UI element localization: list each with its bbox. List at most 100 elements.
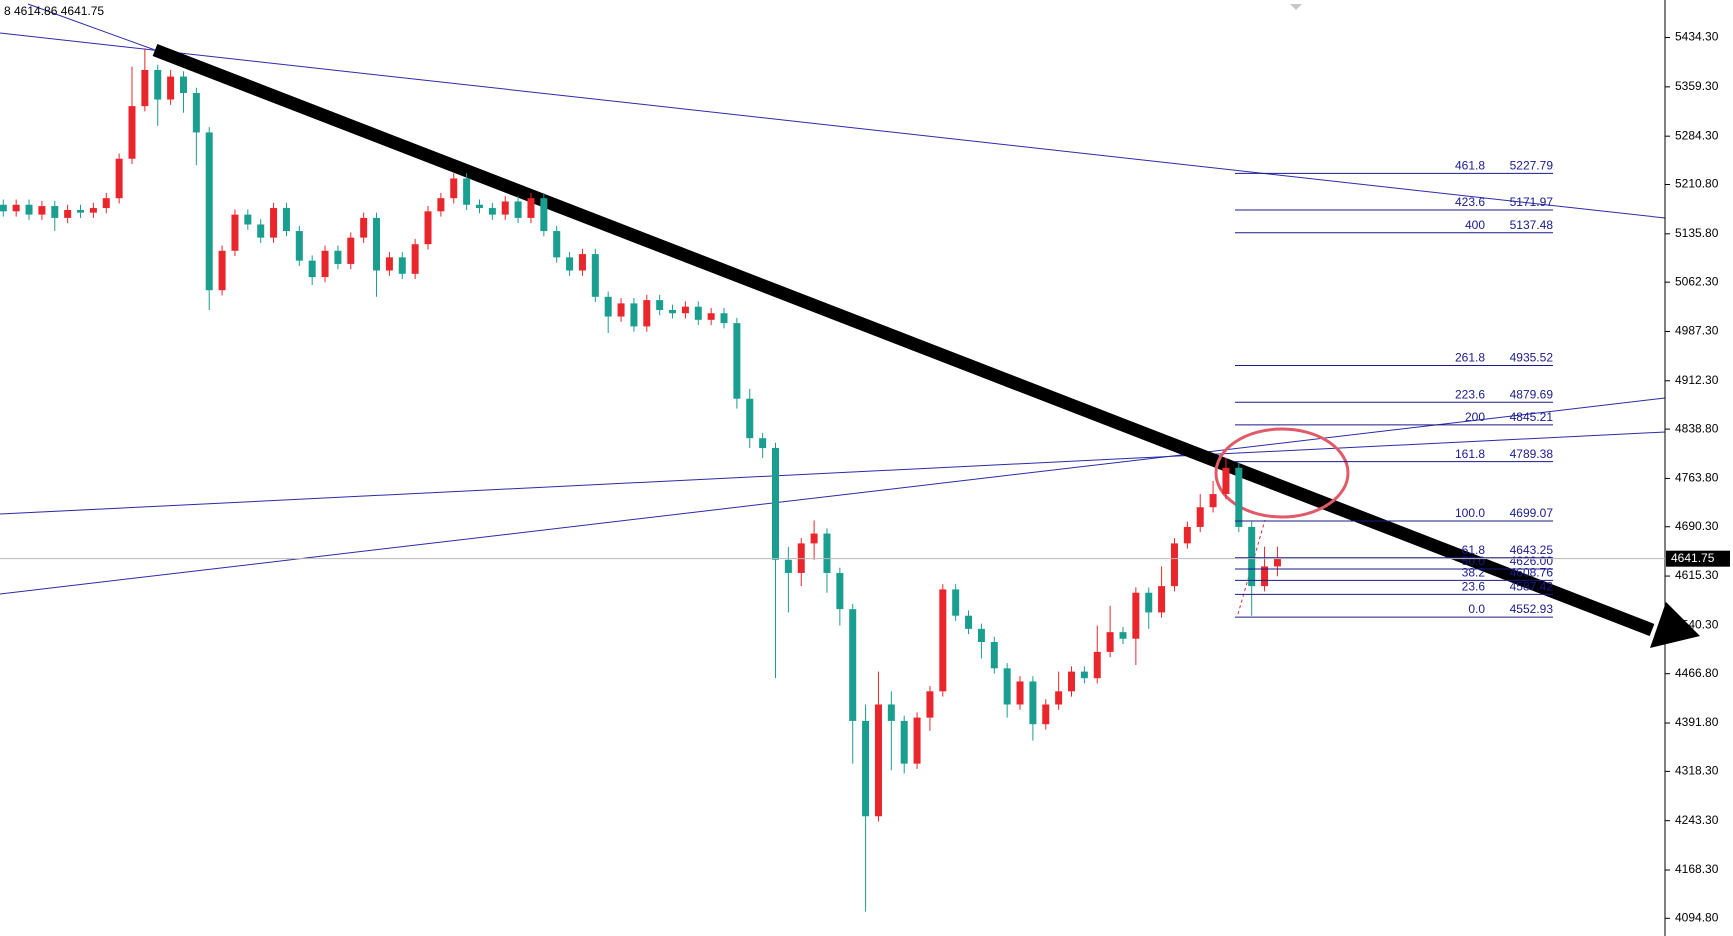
y-tick-label: 4540.30	[1675, 618, 1719, 632]
fibonacci: 461.8 5227.79 423.6 5171.97 400 5137.48 261.8 4…	[1235, 159, 1553, 618]
candle-body	[192, 92, 200, 133]
candle-body	[411, 244, 419, 274]
y-tick-label: 5434.30	[1675, 30, 1719, 44]
candle-body	[51, 206, 59, 218]
candle-body	[295, 231, 303, 261]
candle-body	[1209, 494, 1217, 508]
candle-body	[128, 106, 136, 159]
candle-body	[656, 300, 664, 310]
y-tick-label: 5135.80	[1675, 226, 1719, 240]
candle-body	[720, 313, 728, 324]
info-line: 8 4614.86 4641.75	[4, 4, 104, 18]
candle-body	[437, 198, 445, 212]
fib-price: 4789.38	[1510, 447, 1554, 461]
fib-price: 4879.69	[1510, 387, 1554, 401]
candle-body	[1119, 632, 1127, 639]
arrow-head	[1650, 602, 1700, 648]
candle-body	[360, 217, 368, 238]
candle-body	[450, 178, 458, 199]
fib-price: 4552.93	[1510, 602, 1554, 616]
candle-body	[1080, 671, 1088, 679]
candle-body	[1042, 704, 1050, 725]
candle-body	[1261, 566, 1269, 587]
candle-body	[617, 303, 625, 317]
y-tick-label: 4094.80	[1675, 910, 1719, 924]
y-tick-label: 4763.80	[1675, 471, 1719, 485]
fib-price: 4845.21	[1510, 410, 1554, 424]
candle-body	[746, 398, 754, 439]
candle-body	[1003, 668, 1011, 705]
candle-body	[874, 704, 882, 817]
candle-body	[900, 720, 908, 764]
candle-body	[463, 178, 471, 205]
candle-body	[591, 254, 599, 297]
y-tick-label: 4466.80	[1675, 666, 1719, 680]
candle-body	[733, 323, 741, 399]
y-tick-label: 5284.30	[1675, 128, 1719, 142]
fib-price: 4608.76	[1510, 566, 1554, 580]
fib-ratio: 461.8	[1455, 159, 1485, 173]
candle-body	[681, 306, 689, 314]
y-tick-label: 5359.30	[1675, 79, 1719, 93]
candle-body	[102, 198, 110, 209]
candle-body	[913, 717, 921, 764]
candle-body	[772, 448, 779, 560]
candle-body	[1055, 691, 1063, 705]
candle-body	[38, 206, 46, 215]
candle-body	[1248, 526, 1256, 587]
candle-body	[282, 208, 290, 232]
candle-body	[257, 224, 265, 238]
trend-line	[27, 3, 156, 51]
candle-body	[1145, 592, 1153, 613]
candle-body	[1106, 632, 1114, 652]
candle-body	[218, 250, 226, 291]
candle-body	[836, 572, 844, 610]
candle-body	[205, 132, 213, 291]
fib-price: 5227.79	[1510, 159, 1554, 173]
fib-price: 4587.42	[1510, 580, 1554, 594]
y-tick-label: 4318.30	[1675, 764, 1719, 778]
fib-price: 4699.07	[1510, 506, 1554, 520]
y-tick-label: 4987.30	[1675, 324, 1719, 338]
candle-body	[347, 237, 355, 264]
candle-body	[1273, 558, 1281, 567]
y-tick-label: 4838.80	[1675, 421, 1719, 435]
candle-body	[540, 198, 548, 232]
candle-body	[385, 257, 393, 271]
candle-body	[514, 201, 522, 218]
candle-body	[566, 257, 574, 271]
candle-body	[12, 204, 20, 212]
marker	[1290, 4, 1302, 10]
fib-price: 5171.97	[1510, 195, 1554, 209]
candle-body	[1222, 467, 1230, 495]
candle-body	[424, 211, 432, 245]
candle-body	[398, 257, 406, 274]
y-tick-label: 4690.30	[1675, 519, 1719, 533]
fib-ratio: 200	[1465, 410, 1485, 424]
candle-body	[669, 309, 677, 314]
last-price-box	[1666, 550, 1730, 567]
y-tick-label: 4391.80	[1675, 715, 1719, 729]
fib-price: 4643.25	[1510, 543, 1554, 557]
candle-body	[604, 296, 612, 317]
candle-body	[862, 720, 870, 817]
candle-body	[810, 533, 818, 544]
candle-body	[823, 533, 831, 573]
highlight-circle	[1214, 427, 1350, 519]
candle-body	[154, 69, 162, 100]
candle-body	[321, 250, 329, 278]
candle-body	[1068, 671, 1076, 692]
candle-body	[849, 609, 857, 721]
candle-body	[308, 260, 316, 278]
candle-body	[373, 217, 381, 271]
candle-body	[707, 313, 715, 320]
candle-body	[231, 214, 239, 251]
candle-body	[167, 76, 175, 100]
fib-ratio: 423.6	[1455, 195, 1485, 209]
candle-body	[1029, 681, 1037, 725]
y-tick-label: 4168.30	[1675, 862, 1719, 876]
candle-body	[488, 208, 496, 215]
y-tick-label: 5210.80	[1675, 177, 1719, 191]
